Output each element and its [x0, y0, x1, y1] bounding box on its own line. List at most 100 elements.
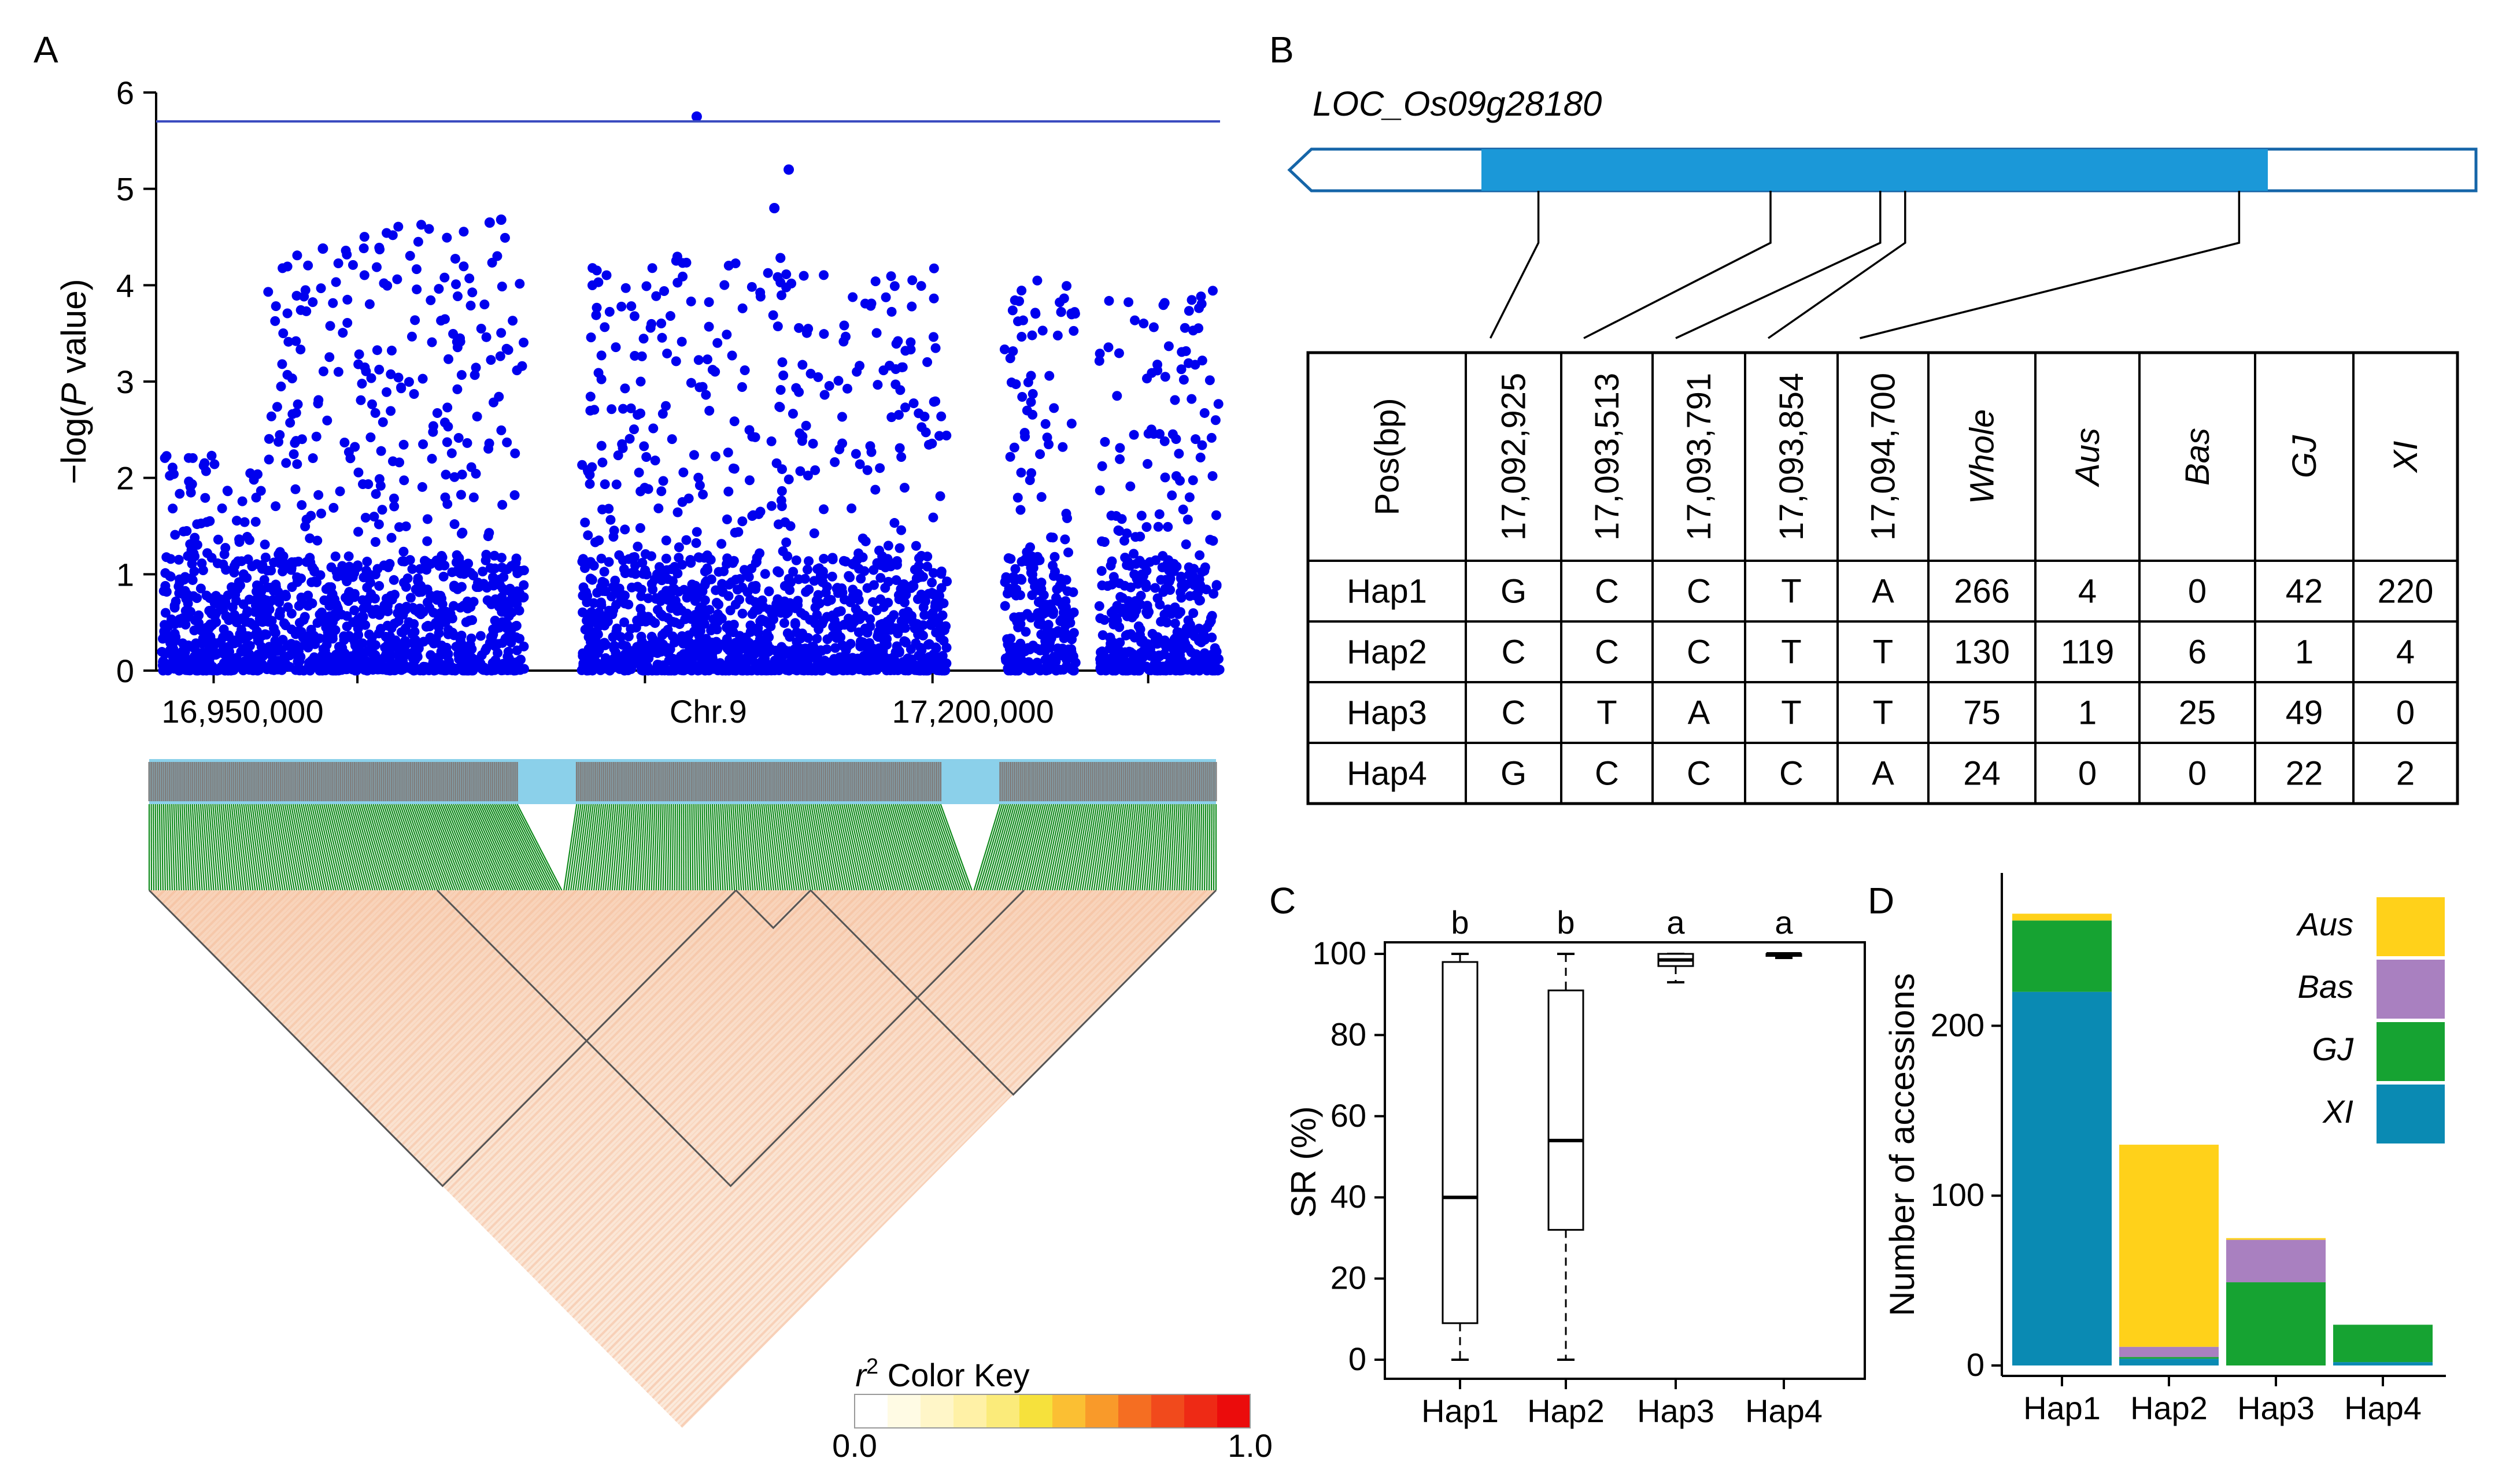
snp-point: [175, 489, 185, 499]
snp-point: [889, 281, 900, 291]
snp-point: [491, 596, 502, 606]
snp-point: [662, 348, 672, 358]
ld-connector: [1208, 804, 1211, 891]
snp-point: [1195, 550, 1205, 561]
snp-point: [165, 471, 175, 481]
snp-point: [585, 391, 596, 402]
color-key-swatch: [1019, 1394, 1053, 1428]
snp-point: [999, 344, 1010, 354]
table-cell: G: [1501, 573, 1527, 610]
snp-point: [1175, 607, 1185, 617]
snp-point: [710, 451, 720, 461]
snp-point: [886, 271, 896, 282]
ld-connector: [691, 804, 694, 891]
table-cell: G: [1501, 755, 1527, 793]
x-tick-label: Hap1: [1421, 1393, 1499, 1429]
snp-point: [941, 430, 952, 441]
snp-point: [629, 552, 640, 562]
snp-point: [484, 438, 494, 449]
snp-point: [356, 395, 366, 405]
snp-point: [583, 632, 594, 642]
snp-point: [193, 665, 204, 676]
snp-point: [657, 332, 667, 343]
snp-point: [365, 432, 376, 442]
snp-point: [596, 597, 606, 608]
snp-point: [496, 328, 507, 338]
snp-point: [869, 580, 879, 590]
snp-point: [222, 664, 232, 674]
snp-point: [472, 412, 482, 422]
snp-point: [1196, 291, 1206, 302]
snp-point: [393, 372, 404, 383]
snp-point: [360, 362, 370, 372]
snp-point: [360, 512, 371, 523]
snp-point: [285, 417, 295, 428]
snp-point: [646, 551, 657, 561]
snp-point: [1059, 293, 1069, 304]
snp-point: [1030, 308, 1040, 318]
ld-connector: [1210, 804, 1213, 891]
snp-point: [486, 355, 496, 365]
snp-point: [297, 597, 307, 608]
snp-point: [400, 623, 411, 634]
snp-point: [853, 661, 864, 671]
snp-point: [899, 483, 910, 493]
snp-point: [316, 508, 327, 519]
snp-point: [422, 514, 433, 524]
snp-point: [936, 411, 947, 421]
snp-point: [592, 302, 602, 313]
snp-point: [1154, 509, 1165, 519]
snp-point: [493, 648, 503, 658]
snp-point: [1210, 643, 1220, 653]
snp-point: [751, 557, 761, 568]
snp-point: [383, 653, 394, 663]
ld-connector: [674, 804, 677, 891]
snp-point: [713, 616, 723, 627]
snp-point: [163, 621, 173, 632]
snp-point: [656, 318, 667, 328]
bar-segment-aus: [2012, 913, 2112, 921]
snp-point: [1125, 481, 1136, 491]
snp-point: [334, 642, 344, 652]
snp-point: [407, 564, 417, 574]
snp-point: [585, 647, 596, 657]
snp-point: [714, 599, 724, 610]
snp-point: [1052, 584, 1062, 595]
snp-point: [803, 661, 814, 672]
snp-point: [737, 303, 748, 313]
ld-connector: [676, 804, 678, 891]
snp-point: [1051, 665, 1062, 676]
snp-point: [306, 660, 316, 671]
snp-point: [1159, 298, 1170, 308]
snp-point: [335, 486, 345, 497]
snp-point: [183, 453, 194, 463]
snp-point: [626, 664, 637, 674]
snp-point: [618, 404, 629, 414]
snp-point: [338, 571, 348, 581]
snp-point: [478, 567, 488, 577]
snp-point: [819, 504, 829, 515]
snp-point: [577, 460, 587, 470]
snp-point: [747, 609, 757, 619]
snp-point: [278, 328, 289, 339]
snp-point: [1184, 306, 1194, 316]
snp-point: [411, 635, 421, 645]
snp-point: [1015, 505, 1026, 515]
snp-point: [382, 280, 393, 291]
snp-point: [739, 665, 749, 675]
snp-point: [490, 615, 500, 626]
snp-point: [934, 620, 944, 630]
snp-point: [511, 632, 522, 642]
snp-point: [293, 399, 303, 409]
snp-point: [883, 541, 893, 551]
table-cell: T: [1781, 694, 1801, 732]
snp-point: [183, 598, 193, 609]
snp-point-top: [691, 111, 702, 122]
snp-point: [1058, 442, 1068, 452]
snp-point: [280, 658, 290, 668]
snp-point: [928, 332, 938, 342]
snp-point: [457, 469, 467, 480]
snp-point: [836, 632, 846, 642]
snp-point: [801, 328, 812, 338]
